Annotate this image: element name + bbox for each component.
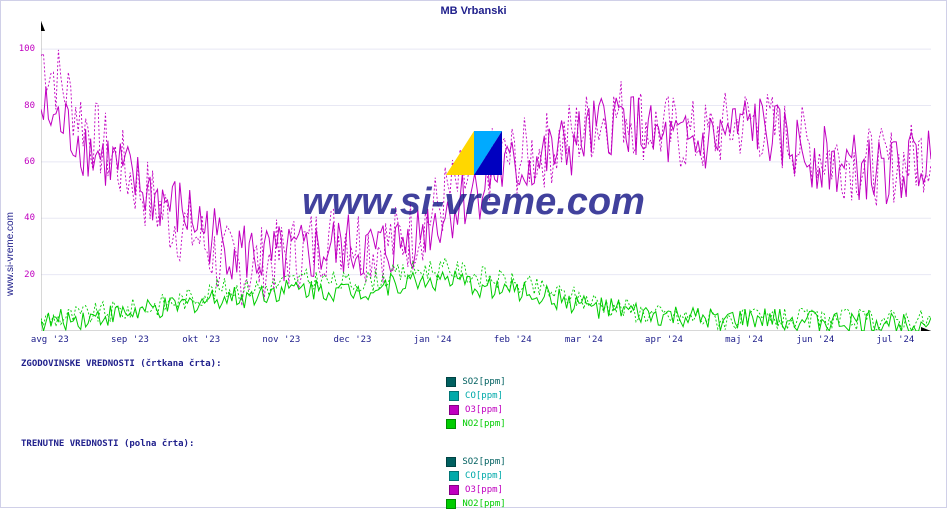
x-tick-label: feb '24 — [494, 335, 532, 345]
legend-label: O3[ppm] — [465, 483, 503, 497]
chart-title: MB Vrbanski — [1, 5, 946, 17]
x-tick-label: jun '24 — [796, 335, 834, 345]
legend-label: CO[ppm] — [465, 389, 503, 403]
legend-swatch — [449, 405, 459, 415]
legend-swatch — [449, 391, 459, 401]
legend-item: CO[ppm] — [449, 389, 503, 403]
x-axis-labels: avg '23sep '23okt '23nov '23dec '23jan '… — [41, 333, 931, 349]
x-tick-label: jul '24 — [876, 335, 914, 345]
legend-label: NO2[ppm] — [462, 497, 505, 511]
x-tick-label: sep '23 — [111, 335, 149, 345]
legend-item: SO2[ppm] — [446, 455, 505, 469]
plot-svg — [41, 21, 931, 331]
legend-item: O3[ppm] — [449, 403, 503, 417]
y-tick-label: 20 — [24, 270, 35, 280]
chart-panel: www.si-vreme.com MB Vrbanski 20406080100… — [0, 0, 947, 508]
x-tick-label: apr '24 — [645, 335, 683, 345]
legend-label: NO2[ppm] — [462, 417, 505, 431]
legend-historical-heading: ZGODOVINSKE VREDNOSTI (črtkana črta): — [21, 359, 931, 369]
y-tick-label: 100 — [19, 44, 35, 54]
legend-swatch — [449, 471, 459, 481]
legend-label: SO2[ppm] — [462, 375, 505, 389]
legend-swatch — [446, 419, 456, 429]
legend-swatch — [449, 485, 459, 495]
legend-label: CO[ppm] — [465, 469, 503, 483]
legend-swatch — [446, 457, 456, 467]
legend-item: SO2[ppm] — [446, 375, 505, 389]
legend-swatch — [446, 377, 456, 387]
plot-area — [41, 21, 931, 331]
legend-current-heading: TRENUTNE VREDNOSTI (polna črta): — [21, 439, 931, 449]
series-no2_hist — [41, 258, 931, 331]
legend-label: SO2[ppm] — [462, 455, 505, 469]
legend-item: CO[ppm] — [449, 469, 503, 483]
series-no2_curr — [41, 271, 931, 331]
legend-current: TRENUTNE VREDNOSTI (polna črta): SO2[ppm… — [21, 439, 931, 511]
legend-item: NO2[ppm] — [446, 417, 505, 431]
x-tick-label: nov '23 — [262, 335, 300, 345]
legend-item: NO2[ppm] — [446, 497, 505, 511]
y-tick-label: 60 — [24, 157, 35, 167]
x-tick-label: maj '24 — [725, 335, 763, 345]
x-tick-label: avg '23 — [31, 335, 69, 345]
y-axis-labels: 20 40 60 80 100 — [1, 21, 39, 331]
x-tick-label: jan '24 — [414, 335, 452, 345]
x-tick-label: dec '23 — [334, 335, 372, 345]
y-tick-label: 40 — [24, 213, 35, 223]
x-tick-label: okt '23 — [182, 335, 220, 345]
legend-item: O3[ppm] — [449, 483, 503, 497]
legend-historical: ZGODOVINSKE VREDNOSTI (črtkana črta): SO… — [21, 359, 931, 431]
series-o3_curr — [41, 87, 931, 281]
y-tick-label: 80 — [24, 101, 35, 111]
legend-label: O3[ppm] — [465, 403, 503, 417]
x-tick-label: mar '24 — [565, 335, 603, 345]
